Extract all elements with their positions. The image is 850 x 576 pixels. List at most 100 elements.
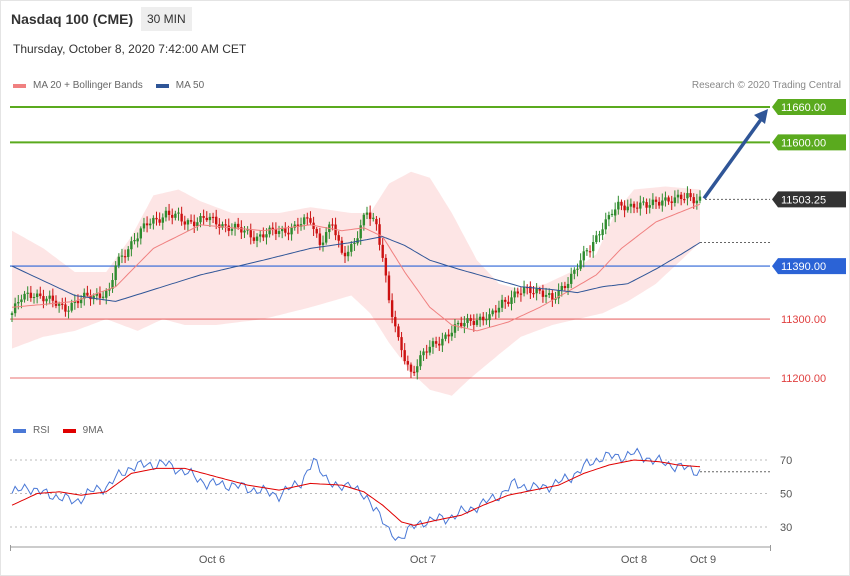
- candle: [387, 271, 391, 304]
- candle: [130, 236, 133, 257]
- candle-body: [105, 290, 108, 298]
- candle-body: [673, 197, 677, 203]
- candle-body: [698, 196, 702, 201]
- candle-body: [108, 288, 111, 291]
- candle-body: [240, 227, 243, 233]
- candles: [10, 186, 702, 380]
- candle-body: [617, 201, 620, 210]
- candle: [494, 304, 497, 320]
- candle-body: [692, 197, 695, 204]
- candle-body: [588, 251, 592, 253]
- level-label-11390.00: 11390.00: [781, 261, 826, 273]
- candle-body: [130, 241, 133, 250]
- candle-body: [32, 297, 36, 299]
- candle-body: [111, 280, 114, 289]
- candle: [221, 221, 224, 230]
- candle-body: [516, 291, 519, 294]
- candle-body: [560, 285, 563, 291]
- candle: [390, 293, 394, 324]
- candle-body: [406, 361, 410, 365]
- candle-body: [117, 256, 121, 266]
- candle-body: [573, 269, 576, 274]
- ma50-line: [11, 236, 701, 302]
- candle: [510, 290, 513, 311]
- candle-body: [679, 194, 683, 200]
- candle: [230, 223, 234, 236]
- candle: [478, 313, 482, 327]
- candle: [441, 332, 444, 352]
- legend-rsi: RSI: [13, 425, 50, 436]
- candle-body: [158, 219, 161, 223]
- candle-body: [438, 343, 441, 346]
- x-tick-label: Oct 8: [621, 554, 647, 566]
- candle: [158, 212, 161, 226]
- candle: [79, 295, 83, 308]
- candle: [642, 197, 645, 206]
- level-tag-11503.25: [772, 191, 846, 208]
- candle-body: [142, 223, 146, 229]
- candle: [321, 235, 325, 252]
- candle: [488, 308, 491, 327]
- candle: [290, 223, 293, 241]
- candle: [626, 199, 629, 213]
- candle: [255, 233, 259, 248]
- candle-body: [205, 217, 208, 221]
- candle-body: [576, 268, 579, 270]
- candle-body: [136, 238, 139, 242]
- candle-body: [375, 219, 378, 225]
- candle: [10, 311, 14, 323]
- bollinger-band: [12, 171, 700, 396]
- candle-body: [13, 303, 17, 314]
- candle: [419, 350, 422, 371]
- candle-body: [566, 283, 570, 289]
- candle: [485, 312, 488, 325]
- candle: [258, 230, 262, 243]
- candle: [551, 290, 554, 307]
- candle-body: [535, 288, 538, 294]
- candle: [661, 193, 664, 212]
- candle-body: [390, 300, 394, 317]
- candle: [296, 217, 300, 234]
- candle: [324, 227, 328, 245]
- candle: [193, 214, 196, 233]
- level-label-11503.25: 11503.25: [781, 194, 826, 206]
- candle-body: [626, 206, 629, 211]
- level-tag-11600.00: [772, 134, 846, 151]
- candle: [127, 246, 130, 261]
- candle: [648, 198, 651, 214]
- candle-body: [695, 200, 699, 204]
- candle: [39, 286, 42, 299]
- candle: [111, 273, 114, 293]
- candle-body: [343, 252, 347, 257]
- candle: [507, 295, 510, 307]
- candle-body: [645, 202, 648, 208]
- candle-body: [61, 303, 64, 305]
- candle-body: [186, 220, 190, 225]
- candle: [48, 290, 51, 305]
- candle-body: [309, 218, 312, 223]
- candle: [309, 211, 312, 226]
- candle: [136, 232, 139, 248]
- candle: [613, 202, 617, 223]
- candle-body: [595, 235, 598, 243]
- timeframe-badge[interactable]: 30 MIN: [141, 7, 192, 31]
- candle-body: [541, 290, 545, 297]
- candle-body: [208, 216, 212, 221]
- candle: [469, 314, 472, 326]
- candle-body: [491, 310, 494, 315]
- candle-body: [422, 351, 425, 356]
- candle-body: [274, 229, 278, 234]
- candle: [491, 308, 494, 317]
- candle-body: [667, 197, 670, 202]
- candle-body: [67, 310, 70, 312]
- candle: [368, 205, 372, 226]
- candle: [265, 228, 268, 245]
- candle-body: [246, 229, 249, 231]
- candle: [384, 254, 388, 283]
- candle: [686, 186, 689, 206]
- candle: [450, 325, 454, 341]
- candle: [61, 297, 64, 310]
- candle: [149, 218, 152, 229]
- candle-body: [17, 302, 20, 304]
